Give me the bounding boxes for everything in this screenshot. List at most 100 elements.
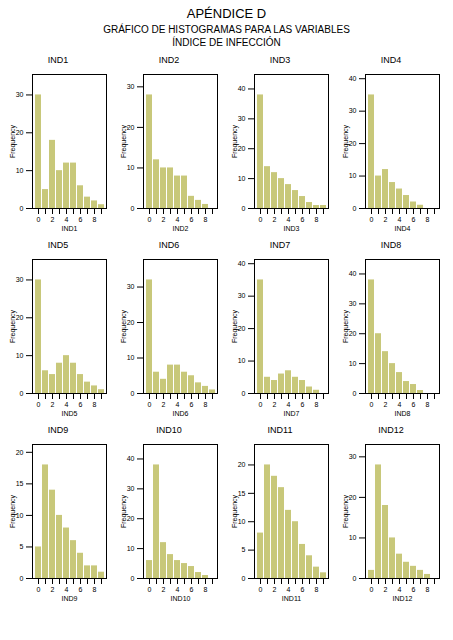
svg-text:10: 10 xyxy=(127,354,135,361)
svg-text:6: 6 xyxy=(412,401,416,408)
svg-text:2: 2 xyxy=(273,216,277,223)
svg-text:2: 2 xyxy=(51,216,55,223)
svg-text:8: 8 xyxy=(93,586,97,593)
svg-text:2: 2 xyxy=(162,401,166,408)
svg-text:4: 4 xyxy=(65,586,69,593)
svg-text:2: 2 xyxy=(273,401,277,408)
svg-text:6: 6 xyxy=(190,586,194,593)
svg-text:Frequency: Frequency xyxy=(342,309,350,343)
svg-text:4: 4 xyxy=(398,586,402,593)
svg-text:Frequency: Frequency xyxy=(9,494,17,528)
svg-text:0: 0 xyxy=(37,401,41,408)
svg-text:4: 4 xyxy=(65,401,69,408)
svg-text:15: 15 xyxy=(238,490,246,497)
svg-text:30: 30 xyxy=(16,276,24,283)
svg-text:IND10: IND10 xyxy=(171,595,191,602)
svg-text:0: 0 xyxy=(37,586,41,593)
svg-text:4: 4 xyxy=(287,401,291,408)
svg-text:40: 40 xyxy=(238,85,246,92)
svg-text:6: 6 xyxy=(79,401,83,408)
svg-text:4: 4 xyxy=(176,586,180,593)
svg-text:20: 20 xyxy=(238,325,246,332)
svg-text:20: 20 xyxy=(16,314,24,321)
svg-text:Frequency: Frequency xyxy=(120,309,128,343)
svg-text:0: 0 xyxy=(353,390,357,397)
svg-text:2: 2 xyxy=(384,586,388,593)
svg-text:5: 5 xyxy=(20,543,24,550)
svg-text:10: 10 xyxy=(16,352,24,359)
svg-text:40: 40 xyxy=(349,270,357,277)
svg-text:4: 4 xyxy=(398,401,402,408)
svg-text:2: 2 xyxy=(162,586,166,593)
svg-text:IND5: IND5 xyxy=(62,410,78,417)
svg-text:Frequency: Frequency xyxy=(120,494,128,528)
svg-text:20: 20 xyxy=(16,449,24,456)
svg-text:0: 0 xyxy=(148,586,152,593)
svg-text:0: 0 xyxy=(370,216,374,223)
svg-text:0: 0 xyxy=(259,401,263,408)
svg-text:6: 6 xyxy=(79,586,83,593)
svg-text:4: 4 xyxy=(65,216,69,223)
svg-text:2: 2 xyxy=(51,401,55,408)
svg-text:30: 30 xyxy=(349,300,357,307)
svg-text:10: 10 xyxy=(127,545,135,552)
svg-text:20: 20 xyxy=(349,330,357,337)
svg-text:Frequency: Frequency xyxy=(231,309,239,343)
svg-text:Frequency: Frequency xyxy=(342,124,350,158)
svg-text:10: 10 xyxy=(16,167,24,174)
svg-text:10: 10 xyxy=(349,360,357,367)
svg-text:2: 2 xyxy=(384,401,388,408)
svg-text:20: 20 xyxy=(127,124,135,131)
svg-text:Frequency: Frequency xyxy=(231,494,239,528)
svg-text:2: 2 xyxy=(273,586,277,593)
svg-text:IND9: IND9 xyxy=(62,595,78,602)
svg-text:0: 0 xyxy=(148,401,152,408)
svg-text:10: 10 xyxy=(238,357,246,364)
svg-text:0: 0 xyxy=(242,575,246,582)
svg-text:6: 6 xyxy=(79,216,83,223)
svg-text:10: 10 xyxy=(127,164,135,171)
svg-text:8: 8 xyxy=(426,401,430,408)
svg-text:5: 5 xyxy=(242,546,246,553)
svg-text:IND7: IND7 xyxy=(284,410,300,417)
svg-text:0: 0 xyxy=(259,216,263,223)
svg-text:8: 8 xyxy=(426,216,430,223)
svg-text:0: 0 xyxy=(370,401,374,408)
svg-text:10: 10 xyxy=(16,512,24,519)
svg-text:4: 4 xyxy=(176,216,180,223)
svg-text:4: 4 xyxy=(176,401,180,408)
svg-text:20: 20 xyxy=(238,145,246,152)
svg-text:8: 8 xyxy=(426,586,430,593)
svg-text:Frequency: Frequency xyxy=(231,124,239,158)
svg-text:0: 0 xyxy=(353,205,357,212)
svg-text:20: 20 xyxy=(349,140,357,147)
svg-text:4: 4 xyxy=(287,586,291,593)
svg-text:10: 10 xyxy=(238,518,246,525)
svg-text:0: 0 xyxy=(370,586,374,593)
svg-text:IND8: IND8 xyxy=(395,410,411,417)
svg-text:10: 10 xyxy=(349,534,357,541)
svg-text:Frequency: Frequency xyxy=(9,309,17,343)
svg-text:6: 6 xyxy=(301,216,305,223)
svg-text:15: 15 xyxy=(16,480,24,487)
svg-text:30: 30 xyxy=(238,292,246,299)
svg-text:8: 8 xyxy=(204,586,208,593)
svg-text:6: 6 xyxy=(190,401,194,408)
svg-text:Frequency: Frequency xyxy=(342,494,350,528)
svg-text:2: 2 xyxy=(384,216,388,223)
svg-text:2: 2 xyxy=(162,216,166,223)
svg-text:8: 8 xyxy=(315,401,319,408)
svg-text:6: 6 xyxy=(412,586,416,593)
svg-text:0: 0 xyxy=(148,216,152,223)
svg-text:IND6: IND6 xyxy=(173,410,189,417)
svg-text:0: 0 xyxy=(20,575,24,582)
svg-text:40: 40 xyxy=(349,75,357,82)
svg-text:10: 10 xyxy=(238,175,246,182)
svg-text:IND11: IND11 xyxy=(282,595,301,602)
svg-text:0: 0 xyxy=(20,205,24,212)
svg-text:0: 0 xyxy=(131,205,135,212)
svg-text:30: 30 xyxy=(238,115,246,122)
svg-text:20: 20 xyxy=(16,129,24,136)
svg-text:30: 30 xyxy=(349,107,357,114)
svg-text:6: 6 xyxy=(190,216,194,223)
